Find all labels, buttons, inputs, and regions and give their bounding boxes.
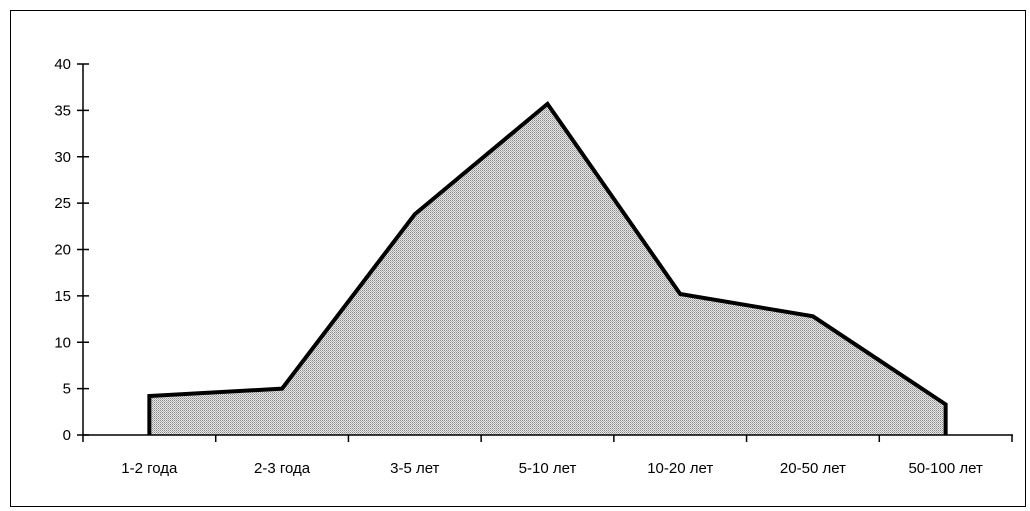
y-tick-label-5: 5 — [63, 381, 71, 398]
x-tick-label-0: 1-2 года — [121, 460, 178, 477]
y-tick-label-15: 15 — [54, 288, 71, 305]
x-tick-label-4: 10-20 лет — [647, 460, 713, 477]
y-tick-label-40: 40 — [54, 56, 71, 73]
y-tick-label-20: 20 — [54, 242, 71, 259]
y-tick-label-30: 30 — [54, 149, 71, 166]
x-tick-label-1: 2-3 года — [254, 460, 311, 477]
x-tick-label-6: 50-100 лет — [908, 460, 982, 477]
x-tick-label-5: 20-50 лет — [780, 460, 846, 477]
y-tick-label-10: 10 — [54, 334, 71, 351]
x-tick-label-2: 3-5 лет — [390, 460, 439, 477]
y-tick-label-35: 35 — [54, 102, 71, 119]
y-tick-label-25: 25 — [54, 195, 71, 212]
series-line — [147, 100, 948, 435]
area-fill — [149, 103, 946, 435]
x-tick-label-3: 5-10 лет — [519, 460, 577, 477]
y-tick-label-0: 0 — [63, 427, 71, 444]
